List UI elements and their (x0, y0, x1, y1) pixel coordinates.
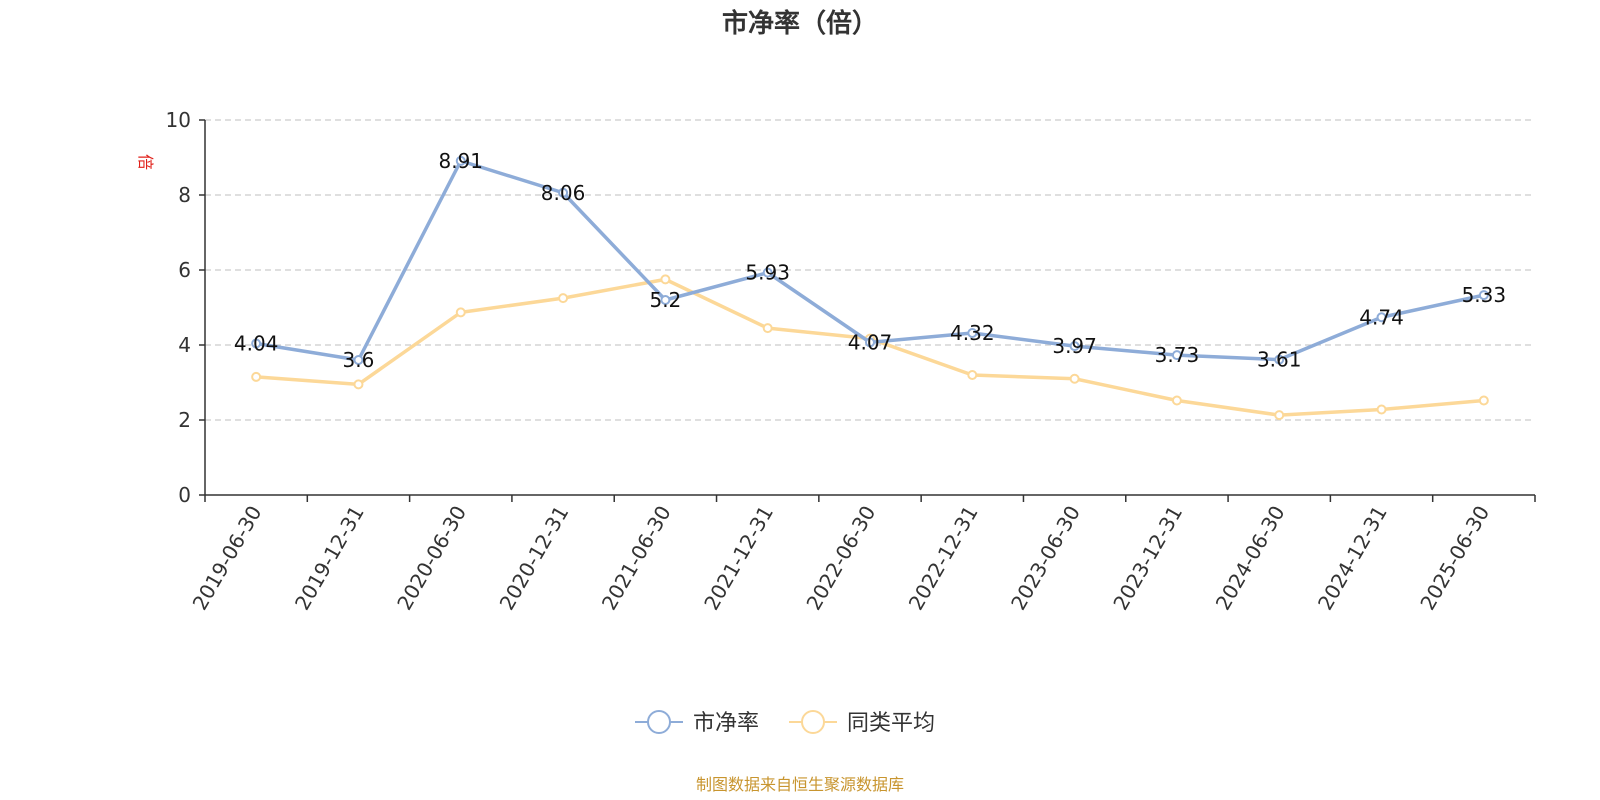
data-point (865, 337, 875, 348)
x-tick-label: 2021-12-31 (699, 502, 778, 615)
x-tick-label: 2021-06-30 (597, 502, 676, 615)
data-label: 4.04 (234, 332, 279, 356)
data-label: 8.91 (439, 149, 484, 173)
legend[interactable]: 市净率 同类平均 (635, 710, 935, 736)
x-tick-label: 2023-06-30 (1006, 502, 1085, 615)
x-tick-label: 2024-12-31 (1313, 502, 1392, 615)
legend-label: 同类平均 (847, 711, 935, 736)
data-point (762, 267, 773, 278)
data-point (353, 355, 364, 365)
x-tick-label: 2025-06-30 (1415, 502, 1494, 615)
data-point (762, 323, 773, 334)
legend-marker (801, 710, 825, 734)
y-tick-label: 0 (178, 483, 191, 507)
data-label: 8.06 (541, 181, 586, 205)
data-point (1171, 395, 1182, 406)
data-point (455, 307, 466, 318)
data-label: 3.97 (1052, 334, 1097, 358)
x-tick-label: 2020-06-30 (392, 502, 471, 615)
data-label: 3.61 (1257, 348, 1302, 372)
x-tick-label: 2022-12-31 (904, 501, 983, 614)
series-layer (251, 155, 1489, 421)
x-tick-label: 2019-06-30 (188, 502, 267, 615)
legend-item-1[interactable]: 同类平均 (789, 710, 935, 736)
legend-marker (647, 710, 671, 734)
x-tick-label: 2024-06-30 (1211, 502, 1290, 615)
y-tick-label: 6 (178, 258, 191, 282)
y-tick-label: 2 (178, 408, 191, 432)
data-label: 5.33 (1462, 283, 1507, 307)
data-point (1478, 290, 1489, 301)
data-point (1376, 312, 1387, 323)
data-point (967, 370, 978, 380)
data-point (1376, 404, 1387, 415)
data-point (1274, 354, 1285, 365)
data-point (660, 274, 671, 285)
chart-title: 市净率（倍） (722, 8, 878, 39)
data-point (1171, 350, 1182, 361)
legend-label: 市净率 (693, 711, 759, 736)
x-tick-label: 2023-12-31 (1108, 502, 1187, 615)
y-tick-label: 10 (166, 108, 191, 132)
y-tick-label: 4 (178, 333, 191, 357)
data-label: 3.6 (343, 348, 375, 372)
data-point (558, 187, 569, 198)
data-point (660, 295, 671, 305)
data-label: 5.93 (745, 261, 790, 285)
data-label: 3.73 (1155, 343, 1200, 367)
data-point (353, 379, 364, 390)
data-point (251, 371, 262, 382)
data-labels: 4.04 3.6 8.91 8.06 5.2 5.93 4.07 4.32 3.97 3.73 3.… (234, 149, 1506, 372)
data-label: 4.07 (848, 330, 893, 354)
x-tick-label: 2020-12-31 (495, 502, 574, 615)
y-axis-unit-label: 倍 (136, 154, 155, 170)
data-point (1069, 373, 1080, 384)
y-tick-label: 8 (178, 183, 191, 207)
data-label: 4.74 (1359, 305, 1404, 329)
legend-item-0[interactable]: 市净率 (635, 710, 759, 736)
data-point (967, 328, 978, 338)
data-point (455, 155, 466, 166)
x-tick-label: 2019-12-31 (290, 502, 369, 615)
x-tick-label: 2022-06-30 (801, 502, 880, 615)
data-point (1478, 395, 1489, 406)
data-label: 5.2 (649, 288, 681, 312)
data-point (558, 293, 569, 304)
data-point (1274, 410, 1285, 421)
data-point (1069, 341, 1080, 352)
data-source-note: 制图数据来自恒生聚源数据库 (696, 775, 904, 794)
data-label: 4.32 (950, 321, 995, 345)
data-point (251, 338, 262, 349)
